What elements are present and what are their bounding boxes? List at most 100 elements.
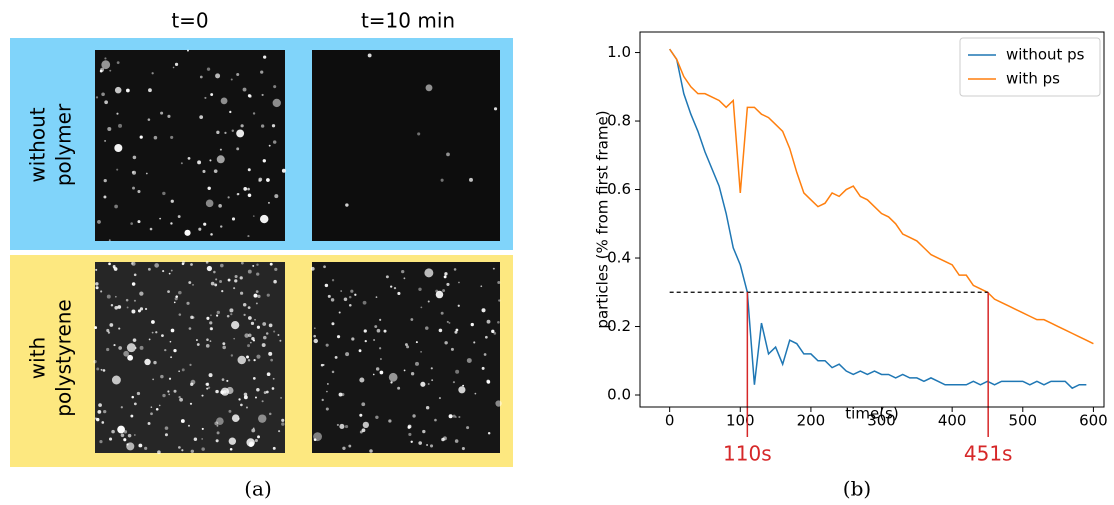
legend-box: [959, 37, 1101, 97]
particle: [103, 178, 107, 183]
particle: [498, 299, 501, 302]
particle: [214, 283, 218, 287]
particle: [272, 140, 277, 144]
particle: [184, 229, 191, 236]
particle: [492, 267, 495, 270]
particle: [474, 392, 477, 395]
particle: [351, 337, 355, 341]
particle: [162, 393, 166, 398]
particle: [216, 314, 219, 317]
particle: [278, 430, 281, 433]
particle: [130, 414, 134, 418]
particle: [151, 331, 154, 334]
particle: [323, 265, 326, 269]
particle: [434, 418, 437, 422]
particle: [263, 391, 267, 394]
particle: [126, 343, 136, 353]
particle: [277, 334, 280, 336]
particle: [97, 409, 102, 414]
particle: [95, 96, 99, 99]
particle: [209, 327, 213, 331]
particle: [338, 392, 343, 397]
particle: [364, 339, 367, 343]
particle: [240, 291, 244, 295]
particle: [359, 413, 363, 417]
particle: [133, 273, 137, 277]
particle: [216, 310, 221, 315]
particle: [362, 421, 370, 429]
particle: [375, 296, 378, 298]
particle: [126, 443, 129, 446]
particle: [247, 187, 250, 191]
particle: [325, 343, 329, 347]
particle: [429, 444, 434, 448]
particle: [206, 316, 210, 320]
particle: [251, 428, 256, 433]
particle: [231, 217, 236, 221]
particle: [118, 346, 123, 350]
y-tick-label: 0.6: [607, 180, 631, 198]
particle: [113, 267, 118, 271]
particle: [401, 269, 405, 274]
particle: [334, 355, 338, 359]
particle: [226, 379, 229, 382]
particle: [210, 314, 212, 317]
particle: [96, 367, 100, 371]
particle: [168, 377, 172, 380]
particle: [257, 435, 260, 439]
particle: [236, 147, 240, 151]
particle: [109, 69, 112, 72]
particle: [245, 406, 249, 409]
particle: [424, 268, 434, 278]
particle: [159, 217, 162, 220]
particle: [167, 290, 170, 294]
particle: [236, 72, 240, 76]
particle: [452, 381, 455, 384]
particle: [454, 416, 457, 419]
particle: [120, 433, 125, 438]
particle: [233, 337, 235, 340]
particle: [147, 267, 151, 271]
particle: [281, 168, 286, 173]
particle: [216, 417, 224, 426]
particle: [221, 290, 224, 293]
particle: [131, 395, 134, 399]
particle: [491, 329, 495, 334]
particle: [199, 75, 203, 79]
particle: [131, 261, 136, 266]
particle: [190, 382, 194, 386]
particle: [261, 93, 264, 97]
particle: [265, 390, 269, 394]
particle: [372, 373, 375, 376]
particle: [228, 437, 237, 445]
particle: [483, 353, 487, 356]
particle: [254, 318, 256, 321]
particle: [273, 279, 277, 284]
particle: [281, 418, 285, 422]
particle: [133, 299, 136, 302]
particle: [170, 328, 175, 333]
particle: [123, 438, 127, 442]
particle: [247, 269, 252, 274]
particle: [343, 297, 348, 302]
particle: [178, 446, 181, 449]
particle: [107, 126, 112, 131]
x-tick-label: 200: [797, 412, 826, 430]
particle: [258, 414, 267, 423]
particle: [344, 424, 349, 429]
particle: [249, 441, 255, 447]
particle: [420, 350, 422, 353]
particle: [266, 372, 271, 377]
particle: [247, 235, 250, 238]
particle: [106, 328, 110, 333]
particle: [219, 148, 222, 151]
particle: [125, 88, 130, 93]
particle: [199, 115, 204, 119]
particle: [326, 390, 328, 393]
particle: [268, 351, 273, 356]
particle: [116, 112, 119, 115]
particle: [272, 377, 275, 380]
particle: [173, 389, 177, 393]
particle: [375, 367, 380, 371]
particle: [442, 289, 446, 293]
